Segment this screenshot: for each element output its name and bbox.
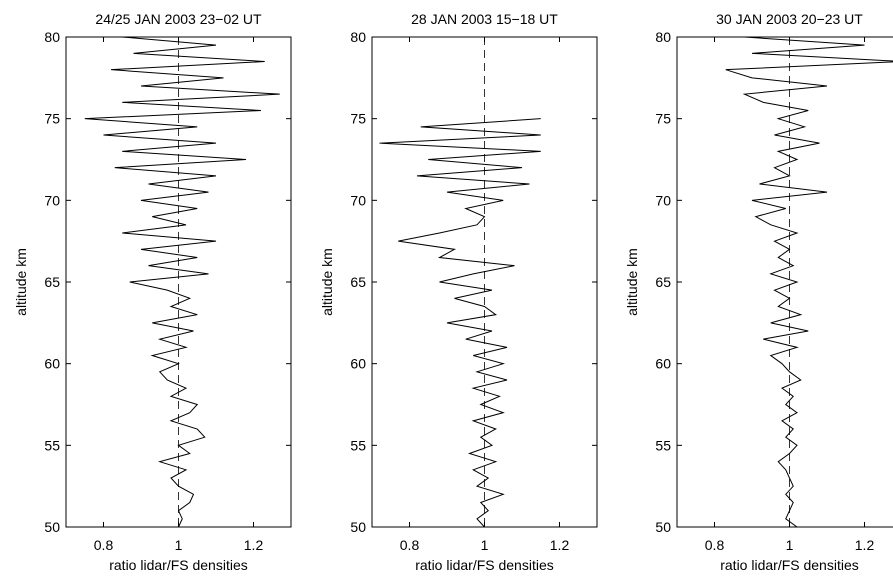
y-tick-label: 50 [350,519,366,535]
profile-line [725,36,893,528]
profile-line [379,118,541,528]
profile-line [84,36,280,528]
y-tick-label: 80 [44,29,60,45]
axes-frame [371,36,598,528]
y-tick-label: 80 [655,29,671,45]
y-tick-label: 75 [350,111,366,127]
y-tick-label: 70 [350,192,366,208]
y-tick-label: 65 [44,274,60,290]
x-tick-label: 1.2 [550,537,570,553]
x-axis-label: ratio lidar/FS densities [415,557,554,573]
y-axis-label: altitude km [319,248,335,316]
y-tick-label: 50 [655,519,671,535]
y-axis-label: altitude km [13,248,29,316]
y-tick-label: 65 [350,274,366,290]
y-tick-label: 60 [350,356,366,372]
y-tick-label: 75 [655,111,671,127]
y-tick-label: 60 [655,356,671,372]
panel: 30 JAN 2003 20−23 UT ratio lidar/FS densi… [624,11,893,573]
panel: 28 JAN 2003 15−18 UT ratio lidar/FS densi… [319,11,598,573]
x-axis-label: ratio lidar/FS densities [109,557,248,573]
y-tick-label: 65 [655,274,671,290]
y-tick-label: 70 [44,192,60,208]
y-tick-label: 55 [655,437,671,453]
y-tick-label: 80 [350,29,366,45]
x-tick-label: 1 [786,537,794,553]
y-axis-label: altitude km [624,248,640,316]
y-tick-label: 50 [44,519,60,535]
y-tick-label: 75 [44,111,60,127]
panel-title: 24/25 JAN 2003 23−02 UT [95,11,262,27]
panel-title: 30 JAN 2003 20−23 UT [716,11,863,27]
x-tick-label: 0.8 [705,537,725,553]
y-tick-label: 60 [44,356,60,372]
x-tick-label: 1.2 [855,537,875,553]
y-tick-label: 55 [44,437,60,453]
panel-title: 28 JAN 2003 15−18 UT [411,11,558,27]
x-tick-label: 1 [175,537,183,553]
axes-frame [676,36,893,528]
axes-frame [65,36,292,528]
x-tick-label: 0.8 [400,537,420,553]
x-tick-label: 0.8 [94,537,114,553]
x-tick-label: 1 [481,537,489,553]
panel: 24/25 JAN 2003 23−02 UT ratio lidar/FS de… [13,11,292,573]
x-axis-label: ratio lidar/FS densities [720,557,859,573]
y-tick-label: 70 [655,192,671,208]
y-tick-label: 55 [350,437,366,453]
x-tick-label: 1.2 [244,537,264,553]
